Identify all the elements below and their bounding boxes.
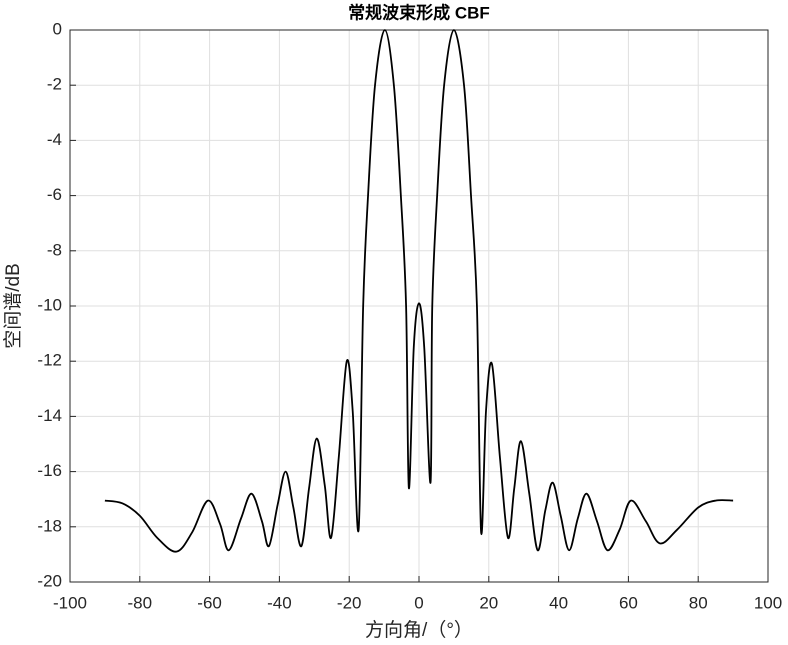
x-tick-label: 60: [619, 593, 638, 612]
x-tick-label: 0: [414, 593, 423, 612]
x-tick-label: -80: [128, 593, 153, 612]
x-tick-label: -40: [267, 593, 292, 612]
y-tick-label: -18: [37, 516, 62, 535]
x-tick-label: 80: [689, 593, 708, 612]
x-tick-label: -100: [53, 593, 87, 612]
x-tick-label: 40: [549, 593, 568, 612]
x-axis-label: 方向角/（°）: [365, 619, 473, 641]
plot-frame: [69, 29, 769, 583]
y-tick-label: -20: [37, 571, 62, 590]
x-tick-label: 20: [479, 593, 498, 612]
chart-title: 常规波束形成 CBF: [348, 2, 490, 22]
y-tick-label: 0: [53, 19, 62, 38]
y-tick-label: -12: [37, 351, 62, 370]
x-tick-label: -20: [337, 593, 362, 612]
y-tick-label: -10: [37, 295, 62, 314]
y-tick-label: -8: [47, 240, 62, 259]
x-tick-label: 100: [754, 593, 782, 612]
y-tick-label: -4: [47, 130, 62, 149]
data-line: [104, 29, 734, 553]
y-tick-label: -6: [47, 185, 62, 204]
y-tick-label: -2: [47, 75, 62, 94]
y-tick-label: -14: [37, 406, 62, 425]
y-axis-label: 空间谱/dB: [2, 263, 24, 349]
x-tick-label: -60: [197, 593, 222, 612]
y-tick-label: -16: [37, 461, 62, 480]
